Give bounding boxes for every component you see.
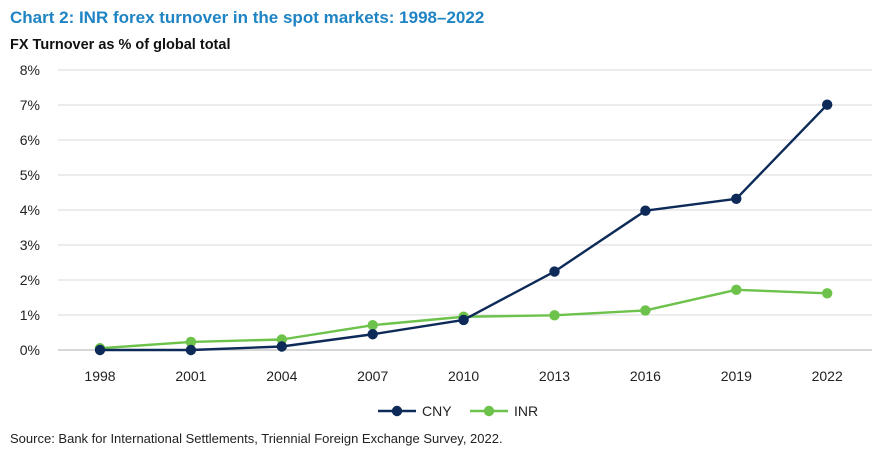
y-tick-label: 4% — [20, 202, 40, 218]
x-tick-label: 2013 — [539, 368, 570, 384]
data-point-inr — [822, 288, 833, 299]
data-point-inr — [549, 310, 560, 321]
data-point-cny — [458, 314, 469, 326]
data-point-cny — [94, 344, 106, 356]
chart-title: Chart 2: INR forex turnover in the spot … — [10, 8, 485, 27]
data-point-cny — [185, 344, 197, 356]
data-point-cny — [367, 329, 378, 340]
series-lines — [94, 99, 833, 356]
x-tick-label: 2016 — [630, 368, 661, 384]
x-tick-label: 1998 — [84, 368, 115, 384]
y-tick-label: 6% — [20, 132, 40, 148]
gridlines — [58, 69, 872, 316]
x-tick-label: 2010 — [448, 368, 479, 384]
data-point-inr — [640, 305, 651, 316]
legend-marker-inr — [483, 405, 495, 417]
x-tick-label: 2004 — [266, 368, 297, 384]
data-point-cny — [822, 99, 833, 110]
data-point-cny — [640, 205, 651, 216]
line-chart: 0% 1% 2% 3% 4% 5% 6% 7% 8% 1998 2001 2004 2007 2010 2… — [20, 62, 872, 419]
y-axis: 0% 1% 2% 3% 4% 5% 6% 7% 8% — [20, 62, 40, 358]
y-tick-label: 5% — [20, 167, 40, 183]
x-tick-label: 2001 — [175, 368, 206, 384]
data-point-cny — [276, 341, 287, 352]
data-point-inr — [367, 319, 378, 331]
y-tick-label: 8% — [20, 62, 40, 78]
data-point-inr — [185, 336, 197, 348]
legend: CNY INR — [378, 403, 538, 419]
y-tick-label: 2% — [20, 272, 40, 288]
x-tick-label: 2019 — [721, 368, 752, 384]
data-point-cny — [731, 193, 742, 204]
legend-marker-cny — [391, 405, 403, 417]
chart-subtitle: FX Turnover as % of global total — [10, 37, 231, 53]
data-point-cny — [549, 266, 560, 277]
x-axis: 1998 2001 2004 2007 2010 2013 2016 2019 2022 — [58, 349, 872, 384]
legend-label-cny: CNY — [422, 403, 452, 419]
y-tick-label: 0% — [20, 342, 40, 358]
source-note: Source: Bank for International Settlemen… — [10, 431, 503, 446]
data-point-inr — [731, 284, 742, 295]
legend-label-inr: INR — [514, 403, 538, 419]
y-tick-label: 7% — [20, 97, 40, 113]
y-tick-label: 3% — [20, 237, 40, 253]
x-tick-label: 2022 — [812, 368, 843, 384]
y-tick-label: 1% — [20, 307, 40, 323]
x-tick-label: 2007 — [357, 368, 388, 384]
